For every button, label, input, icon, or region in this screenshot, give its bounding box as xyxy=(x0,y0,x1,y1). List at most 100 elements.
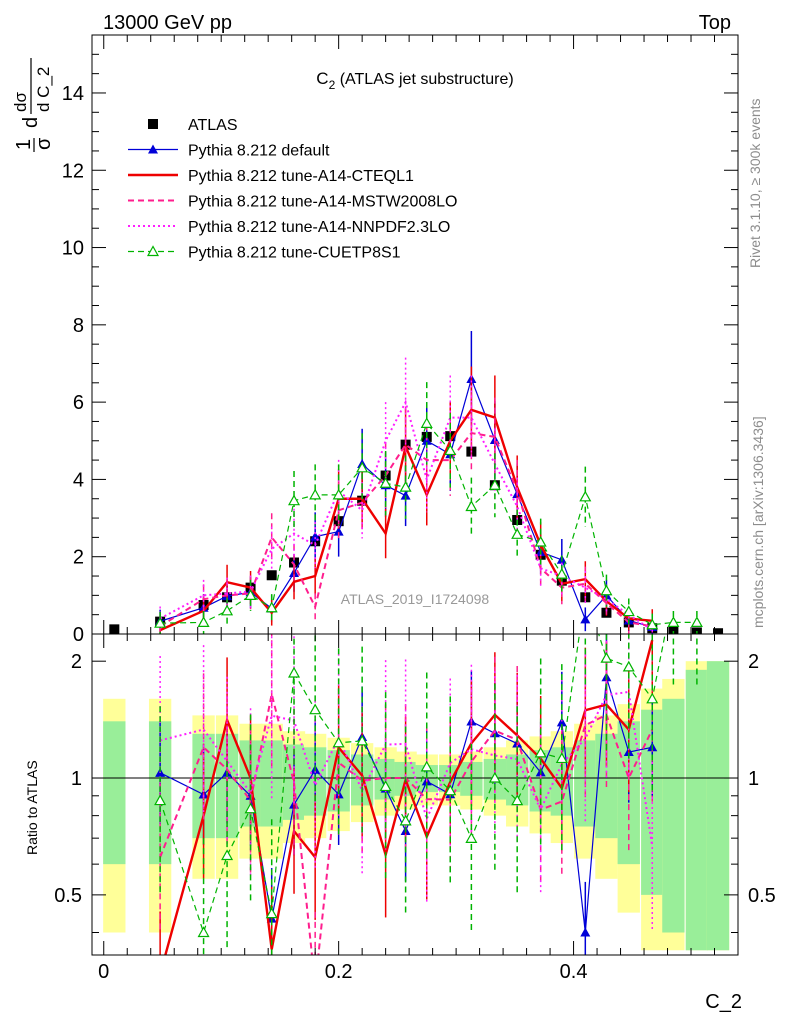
xtick-label-1: 0.2 xyxy=(325,961,353,983)
pythia-8-212-tune-cuetp8s1-point-14 xyxy=(465,500,478,512)
upper-ytick-label-6: 12 xyxy=(62,160,84,182)
pythia-8-212-tune-cuetp8s1-point-13 xyxy=(444,444,457,456)
legend-label-pythia-8-212-default: Pythia 8.212 default xyxy=(188,143,330,160)
pythia-8-212-tune-cuetp8s1-ratio-point-24 xyxy=(692,588,702,597)
legend-label-atlas: ATLAS xyxy=(188,117,238,134)
pythia-8-212-tune-cuetp8s1-point-16 xyxy=(511,528,524,539)
pythia-8-212-tune-cuetp8s1-ratio-point-9 xyxy=(356,734,369,746)
pythia-8-212-tune-a14-nnpdf2-3lo-ratio-line xyxy=(159,690,654,847)
pythia-8-212-tune-cuetp8s1-point-21 xyxy=(622,605,635,617)
watermark: ATLAS_2019_I1724098 xyxy=(341,591,490,607)
ratio-ytick-label-right-2: 2 xyxy=(748,651,759,673)
xtick-label-2: 0.4 xyxy=(560,961,588,983)
legend-marker-atlas xyxy=(148,119,158,129)
upper-ytick-label-5: 10 xyxy=(62,238,84,260)
pythia-8-212-tune-cuetp8s1-point-22 xyxy=(646,618,659,630)
pythia-8-212-tune-cuetp8s1-point-5 xyxy=(265,601,278,613)
pythia-8-212-tune-cuetp8s1-ratio-point-22 xyxy=(646,692,659,704)
pythia-8-212-tune-a14-nnpdf2-3lo-line xyxy=(159,399,653,631)
pythia-8-212-tune-cuetp8s1-point-20 xyxy=(600,584,613,596)
atlas-point-0 xyxy=(109,624,120,634)
pythia-8-212-tune-cuetp8s1-point-11 xyxy=(399,480,412,492)
pythia-8-212-tune-cuetp8s1-ratio-point-10 xyxy=(379,780,392,792)
pythia-8-212-tune-cuetp8s1-point-8 xyxy=(332,488,345,500)
pythia-8-212-tune-cuetp8s1-point-7 xyxy=(309,488,322,500)
ratio-ytick-label-left-2: 2 xyxy=(71,651,82,673)
pythia-8-212-tune-cuetp8s1-ratio-point-11 xyxy=(399,814,412,826)
y-axis-label: 1 σ d dσ d C_2 xyxy=(11,58,55,152)
pythia-8-212-tune-cuetp8s1-point-6 xyxy=(288,494,301,506)
band-inner-0 xyxy=(103,721,126,865)
legend-marker-pythia-8-212-default xyxy=(148,144,158,154)
pythia-8-212-tune-cuetp8s1-point-4 xyxy=(244,589,257,600)
atlas-point-25 xyxy=(713,628,724,634)
pythia-8-212-tune-cuetp8s1-ratio-point-20 xyxy=(600,651,613,663)
pythia-8-212-tune-cuetp8s1-point-15 xyxy=(488,478,501,490)
legend-marker-pythia-8-212-tune-cuetp8s1 xyxy=(146,245,160,257)
pythia-8-212-tune-cuetp8s1-ratio-point-3 xyxy=(221,849,234,861)
pythia-8-212-tune-cuetp8s1-ratio-point-8 xyxy=(332,736,345,748)
pythia-8-212-tune-cuetp8s1-ratio-point-21 xyxy=(622,660,635,672)
pythia-8-212-default-point-7 xyxy=(310,531,321,541)
pythia-8-212-tune-a14-cteql1-ratio-line xyxy=(164,639,654,955)
chart-title: C2 (ATLAS jet substructure) xyxy=(316,69,513,92)
atlas-point-23 xyxy=(668,626,679,634)
y-axis-label-d: d xyxy=(20,117,42,128)
ratio-ytick-label-left-1: 1 xyxy=(71,768,82,790)
pythia-8-212-default-point-11 xyxy=(400,490,411,500)
pythia-8-212-tune-cuetp8s1-point-12 xyxy=(420,417,433,428)
legend-label-pythia-8-212-tune-a14-mstw2008lo: Pythia 8.212 tune-A14-MSTW2008LO xyxy=(188,194,457,211)
pythia-8-212-tune-cuetp8s1-point-17 xyxy=(534,535,547,547)
pythia-8-212-tune-cuetp8s1-point-23 xyxy=(667,616,680,628)
pythia-8-212-tune-cuetp8s1-ratio-point-1 xyxy=(154,794,167,806)
legend-label-pythia-8-212-tune-cuetp8s1: Pythia 8.212 tune-CUETP8S1 xyxy=(188,245,401,262)
pythia-8-212-tune-cuetp8s1-point-1 xyxy=(154,616,167,628)
upper-ytick-label-3: 6 xyxy=(73,392,84,414)
chart-title-rest: (ATLAS jet substructure) xyxy=(335,71,513,88)
band-inner-25 xyxy=(706,661,730,951)
upper-ytick-label-0: 0 xyxy=(73,624,84,646)
band-inner-24 xyxy=(685,669,709,951)
x-axis-label: C_2 xyxy=(705,991,742,1013)
chart-title-main: C xyxy=(316,69,328,88)
upper-ytick-label-4: 8 xyxy=(73,315,84,337)
xtick-label-0: 0 xyxy=(98,961,109,983)
pythia-8-212-tune-cuetp8s1-ratio-point-15 xyxy=(488,771,501,783)
pythia-8-212-tune-cuetp8s1-ratio-point-13 xyxy=(444,784,457,796)
pythia-8-212-tune-a14-mstw2008lo-line xyxy=(159,431,653,628)
pythia-8-212-default-ratio-point-19 xyxy=(580,927,591,937)
pythia-8-212-tune-cuetp8s1-point-9 xyxy=(356,461,369,473)
ratio-frame xyxy=(91,633,739,956)
legend-label-pythia-8-212-tune-a14-nnpdf2-3lo: Pythia 8.212 tune-A14-NNPDF2.3LO xyxy=(188,219,450,236)
pythia-8-212-tune-cuetp8s1-ratio-point-2 xyxy=(197,926,210,938)
legend-label-pythia-8-212-tune-a14-cteql1: Pythia 8.212 tune-A14-CTEQL1 xyxy=(188,168,414,185)
pythia-8-212-tune-cuetp8s1-point-24 xyxy=(690,616,703,628)
pythia-8-212-default-point-19 xyxy=(580,614,591,624)
pythia-8-212-tune-cuetp8s1-point-2 xyxy=(197,616,210,628)
pythia-8-212-tune-cuetp8s1-ratio-point-18 xyxy=(555,752,568,764)
ratio-ytick-label-left-0: 0.5 xyxy=(54,885,82,907)
pythia-8-212-default-point-8 xyxy=(333,526,344,536)
mcplots-label: mcplots.cern.ch [arXiv:1306.3436] xyxy=(750,416,766,628)
pythia-8-212-tune-cuetp8s1-ratio-point-6 xyxy=(288,666,301,678)
header-left: 13000 GeV pp xyxy=(103,12,232,34)
pythia-8-212-tune-a14-mstw2008lo-ratio-line xyxy=(159,693,654,955)
pythia-8-212-tune-cuetp8s1-point-3 xyxy=(221,604,234,616)
pythia-8-212-tune-cuetp8s1-ratio-point-5 xyxy=(265,907,278,919)
pythia-8-212-tune-cuetp8s1-ratio-point-7 xyxy=(309,703,322,715)
header-right: Top xyxy=(699,12,731,34)
ratio-ytick-label-right-1: 1 xyxy=(748,768,759,790)
pythia-8-212-tune-cuetp8s1-ratio-point-23 xyxy=(668,588,678,597)
y-axis-label-1: 1 xyxy=(13,139,35,150)
band-inner-5 xyxy=(260,740,283,827)
pythia-8-212-tune-cuetp8s1-ratio-point-4 xyxy=(244,802,257,814)
pythia-8-212-tune-cuetp8s1-point-10 xyxy=(379,477,392,488)
y-axis-label-dsigma: dσ xyxy=(11,92,30,112)
pythia-8-212-tune-cuetp8s1-point-18 xyxy=(555,567,568,579)
pythia-8-212-tune-cuetp8s1-point-19 xyxy=(579,490,592,502)
rivet-label: Rivet 3.1.10, ≥ 300k events xyxy=(747,98,763,268)
atlas-point-24 xyxy=(691,627,702,634)
atlas-point-5 xyxy=(266,570,277,581)
